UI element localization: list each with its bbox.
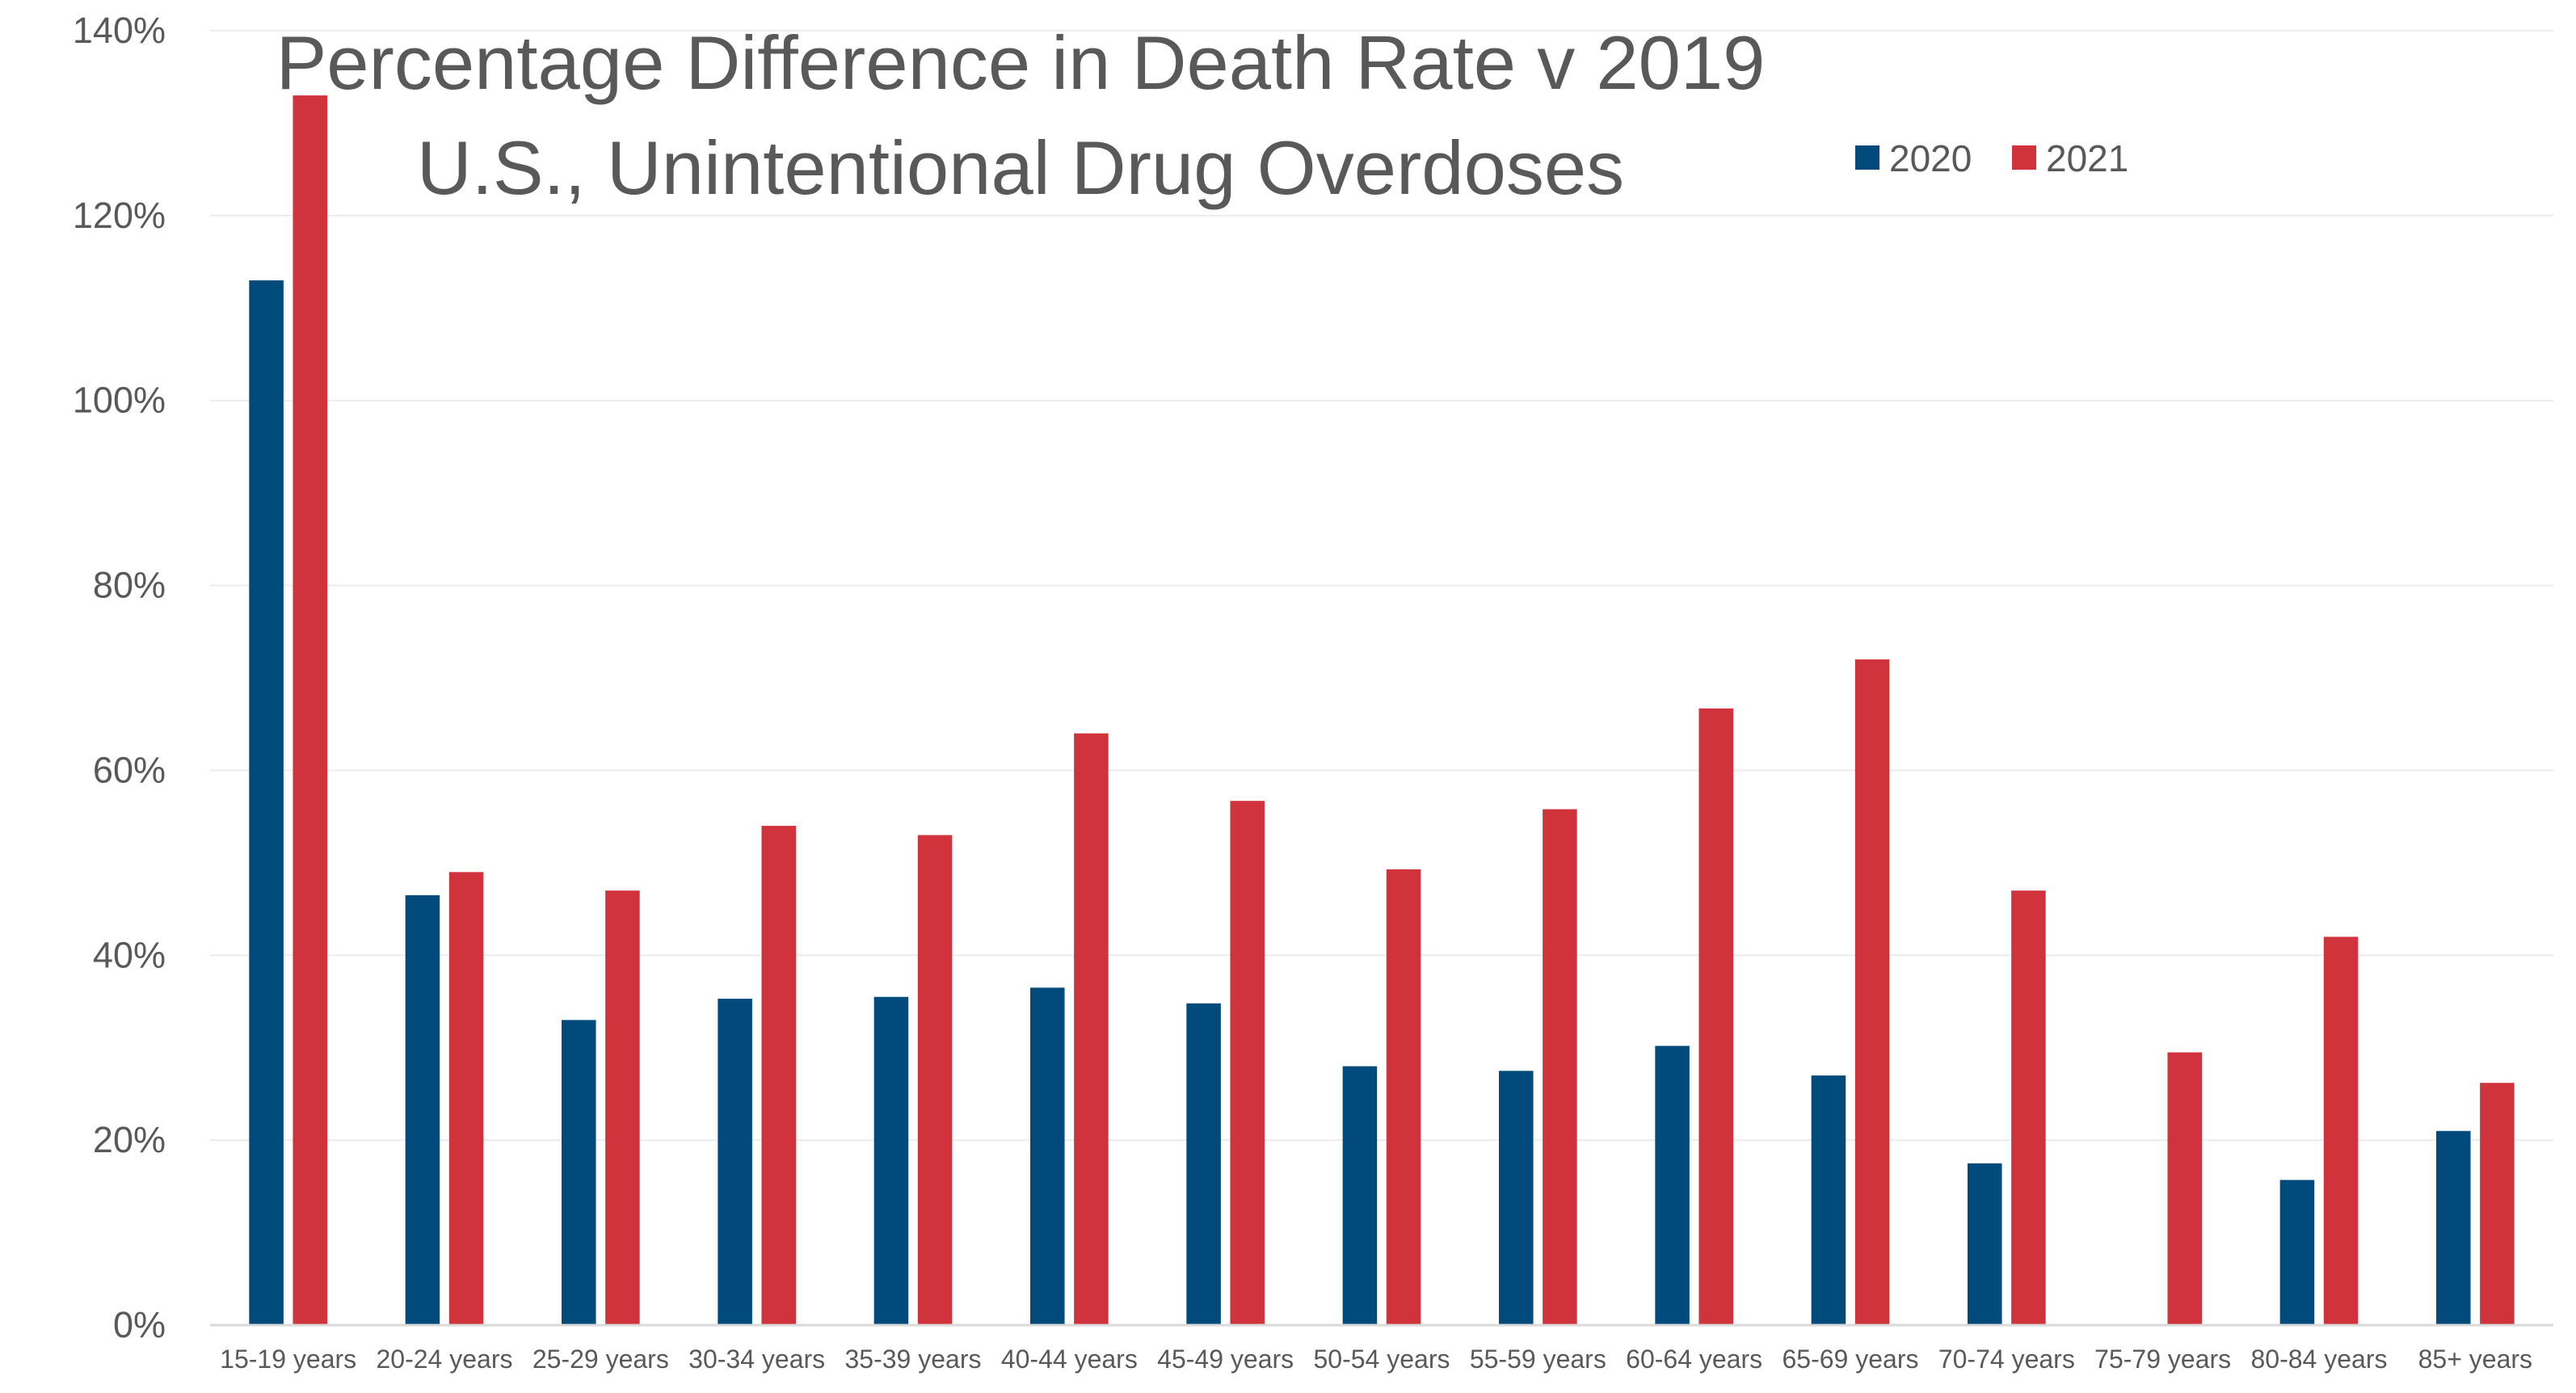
x-tick-label: 20-24 years	[377, 1345, 513, 1374]
bar-2020-55-59-years	[1499, 1071, 1534, 1325]
bar-2021-50-54-years	[1386, 869, 1421, 1325]
x-tick-label: 55-59 years	[1470, 1345, 1606, 1374]
x-tick-label: 75-79 years	[2094, 1345, 2231, 1374]
bar-2020-35-39-years	[873, 996, 909, 1325]
bar-2021-70-74-years	[2011, 890, 2046, 1325]
y-tick-label: 120%	[73, 195, 166, 236]
x-axis-ticks: 15-19 years 20-24 years 25-29 years 30-34 y…	[220, 1345, 2532, 1374]
bar-2021-65-69-years	[1854, 659, 1890, 1325]
y-tick-label: 80%	[93, 565, 166, 606]
y-tick-label: 20%	[93, 1119, 166, 1160]
legend-swatch-2021	[2012, 145, 2036, 170]
bar-2021-75-79-years	[2167, 1052, 2202, 1325]
legend-label-2021: 2021	[2046, 137, 2128, 179]
bars	[249, 95, 2515, 1326]
y-axis-ticks: 0% 20% 40% 60% 80% 100% 120% 140%	[73, 10, 166, 1345]
bar-2021-45-49-years	[1230, 801, 1265, 1325]
y-tick-label: 60%	[93, 749, 166, 790]
bar-2021-80-84-years	[2323, 936, 2359, 1325]
bar-2020-45-49-years	[1186, 1003, 1221, 1325]
bar-2021-15-19-years	[293, 95, 327, 1326]
y-tick-label: 40%	[93, 934, 166, 975]
bar-2020-20-24-years	[405, 894, 440, 1325]
x-tick-label: 35-39 years	[845, 1345, 982, 1374]
bar-2021-20-24-years	[448, 872, 484, 1325]
bar-2020-15-19-years	[249, 280, 284, 1325]
x-tick-label: 80-84 years	[2251, 1345, 2388, 1374]
bar-2020-30-34-years	[718, 999, 752, 1325]
x-tick-label: 50-54 years	[1314, 1345, 1450, 1374]
bar-2020-60-64-years	[1655, 1046, 1690, 1325]
gridlines	[210, 30, 2553, 1142]
bar-2021-85-years	[2480, 1083, 2515, 1325]
bar-2020-25-29-years	[562, 1020, 596, 1325]
bar-2021-60-64-years	[1698, 708, 1733, 1325]
bar-2020-40-44-years	[1030, 987, 1065, 1325]
legend: 2020 2021	[1855, 137, 2128, 179]
bar-2021-35-39-years	[917, 835, 953, 1325]
legend-swatch-2020	[1855, 145, 1879, 170]
bar-2020-85-years	[2436, 1130, 2471, 1325]
x-tick-label: 40-44 years	[1001, 1345, 1138, 1374]
x-tick-label: 15-19 years	[220, 1345, 356, 1374]
bar-2020-65-69-years	[1811, 1075, 1846, 1325]
x-tick-label: 85+ years	[2418, 1345, 2532, 1374]
chart-title: Percentage Difference in Death Rate v 20…	[276, 20, 1766, 105]
x-tick-label: 70-74 years	[1938, 1345, 2075, 1374]
bar-2021-40-44-years	[1074, 733, 1109, 1325]
bar-2020-80-84-years	[2279, 1180, 2315, 1325]
x-tick-label: 45-49 years	[1157, 1345, 1294, 1374]
y-tick-label: 0%	[113, 1304, 166, 1345]
legend-label-2020: 2020	[1889, 137, 1972, 179]
x-tick-label: 65-69 years	[1783, 1345, 1919, 1374]
bar-2021-25-29-years	[605, 890, 640, 1325]
x-tick-label: 30-34 years	[688, 1345, 825, 1374]
bar-2021-55-59-years	[1543, 809, 1577, 1325]
bar-2020-50-54-years	[1342, 1066, 1378, 1325]
x-tick-label: 60-64 years	[1626, 1345, 1762, 1374]
y-tick-label: 140%	[73, 10, 166, 51]
bar-2021-30-34-years	[761, 826, 796, 1325]
chart-subtitle: U.S., Unintentional Drug Overdoses	[417, 125, 1624, 210]
bar-2020-70-74-years	[1968, 1163, 2002, 1325]
x-tick-label: 25-29 years	[532, 1345, 669, 1374]
y-tick-label: 100%	[73, 380, 166, 421]
